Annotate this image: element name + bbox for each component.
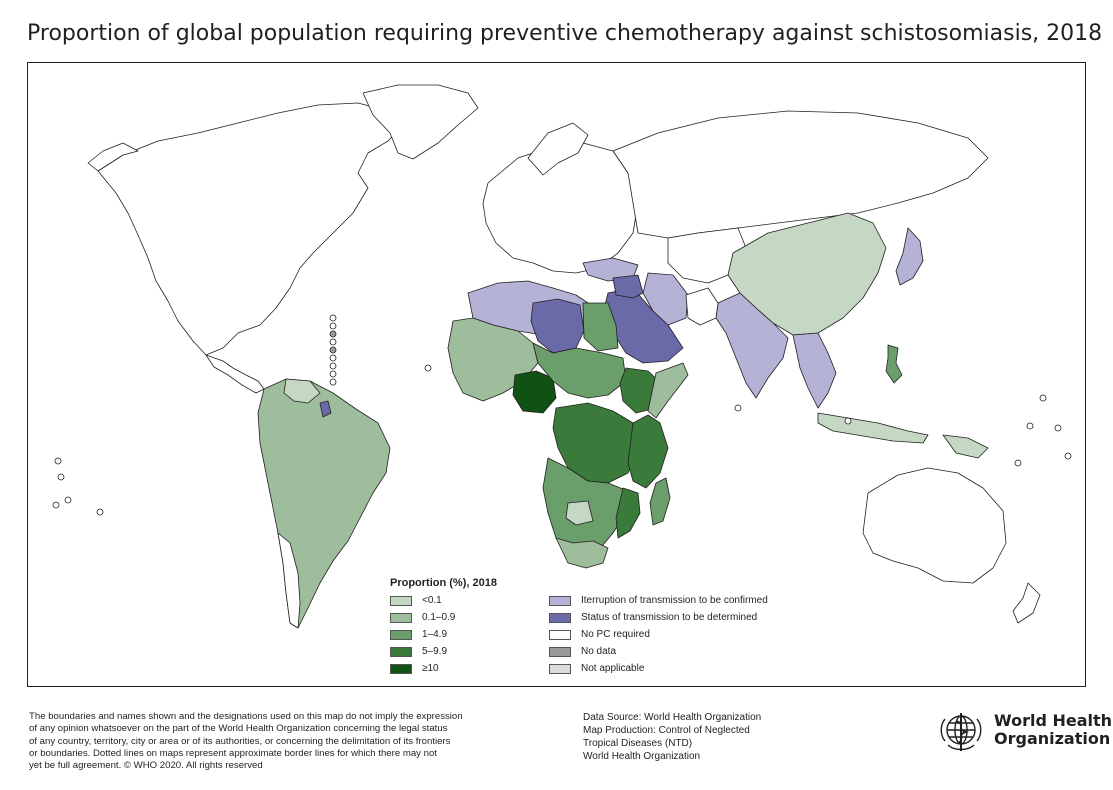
legend-item-status-tbd: Status of transmission to be determined	[549, 611, 757, 624]
region-australia	[862, 467, 1007, 584]
legend-item-1-4-9: 1–4.9	[390, 628, 447, 641]
credits-line: Map Production: Control of Neglected	[583, 725, 750, 736]
region-iraq-syria	[612, 274, 644, 299]
region-north-america	[97, 102, 404, 356]
region-greenland	[362, 84, 479, 160]
legend-item-lt-0-1: <0.1	[390, 594, 442, 607]
legend-swatch	[390, 612, 412, 623]
region-sahel	[532, 342, 627, 399]
who-wordmark: World Health Organization	[994, 712, 1112, 748]
region-madagascar	[649, 477, 671, 526]
world-map	[52, 84, 1072, 629]
credits-line: World Health Organization	[583, 751, 701, 762]
legend-title: Proportion (%), 2018	[390, 577, 497, 589]
legend-label: Status of transmission to be determined	[581, 612, 758, 623]
legend-label: No data	[581, 646, 617, 657]
region-scandinavia	[527, 122, 589, 176]
region-mozambique	[615, 487, 641, 539]
legend-label: No PC required	[581, 629, 650, 640]
region-south-africa	[555, 537, 609, 569]
map-frame: Proportion (%), 2018 <0.1 0.1–0.9 1–4.9 …	[27, 62, 1086, 687]
region-papua	[942, 434, 989, 459]
legend-item-not-applicable: Not applicable	[549, 662, 644, 675]
region-japan	[895, 227, 924, 286]
caribbean-markers	[329, 314, 337, 386]
legend-label: ≥10	[422, 663, 439, 674]
legend-item-ge-10: ≥10	[390, 662, 439, 675]
region-new-zealand	[1012, 582, 1041, 624]
credits: Data Source: World Health Organization M…	[583, 711, 803, 763]
map-title: Proportion of global population requirin…	[27, 21, 1103, 46]
legend-item-no-data: No data	[549, 645, 616, 658]
disclaimer-line: The boundaries and names shown and the d…	[29, 711, 463, 722]
disclaimer: The boundaries and names shown and the d…	[29, 711, 529, 772]
legend-item-5-9-9: 5–9.9	[390, 645, 447, 658]
region-russia	[612, 110, 989, 239]
region-libya	[530, 298, 585, 354]
legend-swatch	[549, 595, 571, 606]
region-alaska	[87, 142, 139, 172]
credits-line: Tropical Diseases (NTD)	[583, 738, 693, 749]
legend-swatch	[390, 629, 412, 640]
legend-label: 1–4.9	[422, 629, 448, 640]
disclaimer-line: or boundaries. Dotted lines on maps repr…	[29, 747, 437, 759]
region-pakistan	[685, 287, 719, 326]
region-somalia	[647, 362, 689, 419]
disclaimer-line: of any country, territory, city or area …	[29, 735, 451, 747]
region-central-america	[205, 354, 265, 394]
legend-swatch	[390, 663, 412, 674]
legend-swatch	[549, 646, 571, 657]
legend-label: <0.1	[422, 595, 442, 606]
region-botswana	[565, 500, 594, 526]
who-name-line1: World Health	[994, 711, 1113, 730]
legend-swatch	[390, 595, 412, 606]
disclaimer-line: yet be full agreement. © WHO 2020. All r…	[29, 760, 263, 772]
region-philippines	[885, 344, 903, 384]
region-nigeria	[512, 370, 557, 414]
legend-swatch	[549, 612, 571, 623]
region-india	[715, 292, 789, 399]
credits-line: Data Source: World Health Organization	[583, 712, 762, 723]
legend-label: 0.1–0.9	[422, 612, 456, 623]
legend-label: Not applicable	[581, 663, 645, 674]
region-egypt	[582, 302, 619, 352]
region-southern-cone	[277, 532, 301, 629]
legend-item-no-pc: No PC required	[549, 628, 650, 641]
region-europe	[482, 142, 639, 274]
legend-swatch	[549, 663, 571, 674]
region-indonesia	[817, 412, 929, 444]
pacific-islands	[52, 364, 1072, 516]
region-central-africa	[552, 402, 641, 484]
legend-item-0-1-0-9: 0.1–0.9	[390, 611, 455, 624]
who-emblem-icon	[940, 713, 982, 751]
legend-item-interruption: Iterruption of transmission to be confir…	[549, 594, 768, 607]
region-venezuela	[283, 378, 321, 404]
legend-label: 5–9.9	[422, 646, 448, 657]
disclaimer-line: of any opinion whatsoever on the part of…	[29, 723, 448, 735]
region-suriname	[319, 400, 332, 418]
legend-swatch	[390, 646, 412, 657]
legend-swatch	[549, 629, 571, 640]
who-name-line2: Organization	[994, 729, 1111, 748]
legend-label: Iterruption of transmission to be confir…	[581, 595, 768, 606]
region-southeast-asia	[792, 332, 837, 409]
region-east-africa	[627, 414, 669, 489]
